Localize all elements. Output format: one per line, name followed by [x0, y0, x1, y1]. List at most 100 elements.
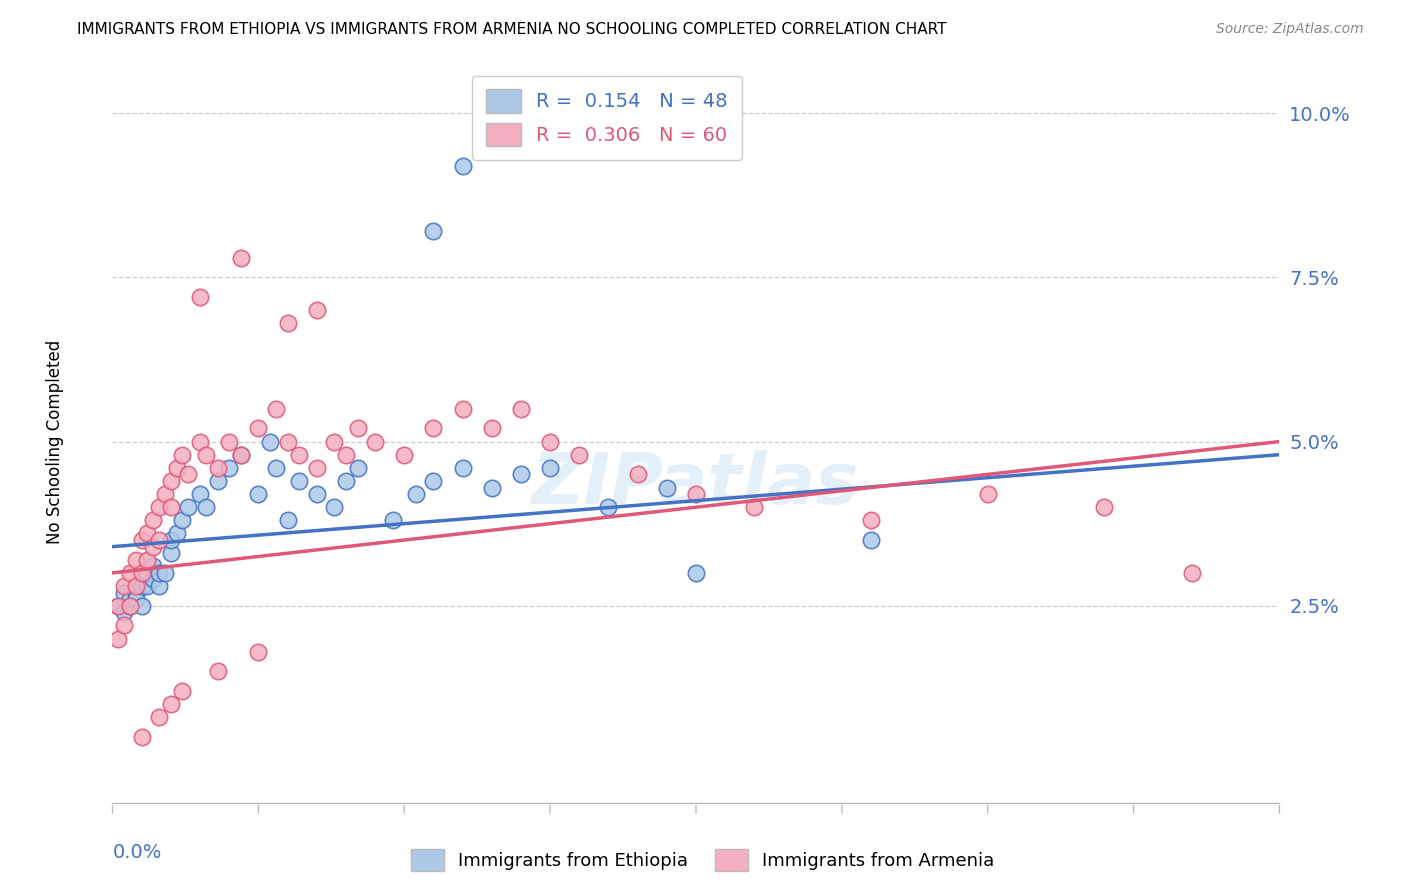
- Point: [160, 698, 183, 712]
- Point: [538, 434, 561, 449]
- Point: [218, 434, 240, 449]
- Point: [194, 448, 217, 462]
- Point: [136, 566, 159, 580]
- Point: [142, 513, 165, 527]
- Point: [247, 421, 270, 435]
- Point: [148, 710, 170, 724]
- Text: Source: ZipAtlas.com: Source: ZipAtlas.com: [1216, 22, 1364, 37]
- Point: [136, 579, 159, 593]
- Point: [323, 434, 346, 449]
- Point: [451, 401, 474, 416]
- Point: [509, 467, 531, 482]
- Point: [481, 421, 503, 435]
- Point: [166, 526, 188, 541]
- Point: [131, 579, 153, 593]
- Point: [568, 448, 591, 462]
- Point: [685, 487, 707, 501]
- Point: [107, 632, 129, 646]
- Point: [394, 448, 416, 462]
- Point: [153, 566, 176, 580]
- Point: [451, 460, 474, 475]
- Point: [131, 599, 153, 613]
- Point: [335, 474, 357, 488]
- Point: [207, 665, 229, 679]
- Point: [264, 460, 287, 475]
- Point: [509, 401, 531, 416]
- Point: [229, 251, 252, 265]
- Point: [305, 460, 328, 475]
- Legend: R =  0.154   N = 48, R =  0.306   N = 60: R = 0.154 N = 48, R = 0.306 N = 60: [472, 76, 741, 160]
- Legend: Immigrants from Ethiopia, Immigrants from Armenia: Immigrants from Ethiopia, Immigrants fro…: [404, 842, 1002, 879]
- Point: [976, 487, 998, 501]
- Point: [131, 533, 153, 547]
- Point: [160, 546, 183, 560]
- Point: [153, 487, 176, 501]
- Text: 0.0%: 0.0%: [112, 843, 162, 862]
- Point: [188, 434, 211, 449]
- Point: [229, 448, 252, 462]
- Point: [381, 513, 404, 527]
- Point: [422, 474, 444, 488]
- Point: [742, 500, 765, 515]
- Point: [364, 434, 387, 449]
- Point: [118, 599, 141, 613]
- Point: [276, 316, 298, 330]
- Point: [172, 448, 194, 462]
- Point: [247, 645, 270, 659]
- Point: [125, 585, 148, 599]
- Point: [188, 290, 211, 304]
- Text: IMMIGRANTS FROM ETHIOPIA VS IMMIGRANTS FROM ARMENIA NO SCHOOLING COMPLETED CORRE: IMMIGRANTS FROM ETHIOPIA VS IMMIGRANTS F…: [77, 22, 946, 37]
- Point: [125, 553, 148, 567]
- Point: [131, 730, 153, 744]
- Point: [125, 579, 148, 593]
- Point: [125, 592, 148, 607]
- Point: [422, 421, 444, 435]
- Point: [276, 513, 298, 527]
- Point: [229, 448, 252, 462]
- Point: [860, 533, 883, 547]
- Point: [142, 573, 165, 587]
- Point: [160, 500, 183, 515]
- Point: [177, 467, 200, 482]
- Point: [172, 684, 194, 698]
- Point: [288, 474, 311, 488]
- Point: [131, 566, 153, 580]
- Point: [188, 487, 211, 501]
- Point: [685, 566, 707, 580]
- Point: [598, 500, 620, 515]
- Point: [346, 460, 368, 475]
- Point: [481, 481, 503, 495]
- Point: [160, 533, 183, 547]
- Point: [172, 513, 194, 527]
- Point: [107, 599, 129, 613]
- Point: [112, 605, 135, 619]
- Point: [142, 559, 165, 574]
- Point: [323, 500, 346, 515]
- Point: [1094, 500, 1116, 515]
- Text: ZIPatlas: ZIPatlas: [533, 450, 859, 519]
- Point: [148, 500, 170, 515]
- Point: [207, 474, 229, 488]
- Point: [346, 421, 368, 435]
- Point: [148, 566, 170, 580]
- Point: [207, 460, 229, 475]
- Point: [112, 579, 135, 593]
- Point: [422, 224, 444, 238]
- Point: [148, 533, 170, 547]
- Point: [288, 448, 311, 462]
- Point: [136, 526, 159, 541]
- Point: [305, 487, 328, 501]
- Point: [655, 481, 678, 495]
- Point: [247, 487, 270, 501]
- Point: [276, 434, 298, 449]
- Point: [118, 592, 141, 607]
- Point: [118, 599, 141, 613]
- Point: [451, 159, 474, 173]
- Point: [177, 500, 200, 515]
- Y-axis label: No Schooling Completed: No Schooling Completed: [46, 340, 63, 543]
- Point: [142, 540, 165, 554]
- Point: [107, 599, 129, 613]
- Point: [259, 434, 281, 449]
- Point: [305, 303, 328, 318]
- Point: [112, 585, 135, 599]
